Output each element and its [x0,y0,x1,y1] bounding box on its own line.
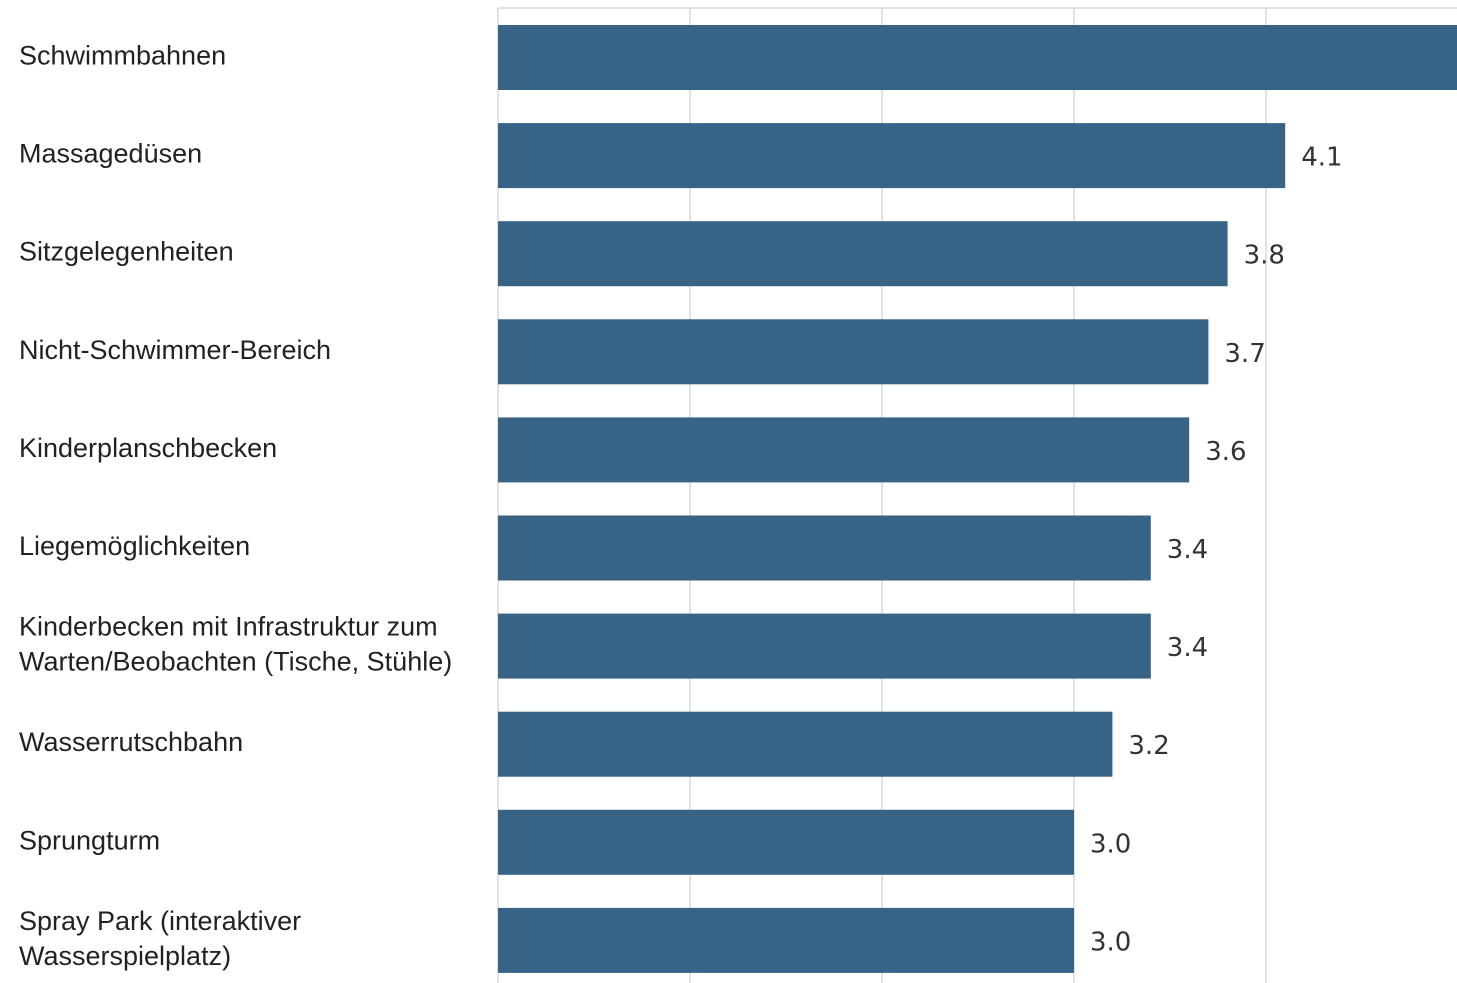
bar-4 [498,319,1209,385]
bar-3 [498,221,1228,287]
category-label-8: Wasserrutschbahn [19,727,243,757]
value-label-10: 3.0 [1090,927,1131,957]
bar-2 [498,123,1286,189]
category-label-3: Sitzgelegenheiten [19,237,234,267]
category-label-7-line-1: Kinderbecken mit Infrastruktur zum [19,612,438,642]
value-labels: 5.34.13.83.73.63.43.43.23.03.0 [1090,143,1343,958]
bar-7 [498,613,1151,679]
bar-8 [498,711,1113,777]
bar-5 [498,417,1190,483]
category-label-6: Liegemöglichkeiten [19,531,250,561]
value-label-4: 3.7 [1224,339,1265,369]
value-label-5: 3.6 [1205,437,1246,467]
bars [498,25,1457,973]
category-label-9: Sprungturm [19,825,160,855]
bar-6 [498,515,1151,581]
category-label-1: Schwimmbahnen [19,41,226,71]
value-label-8: 3.2 [1128,731,1169,761]
category-label-5: Kinderplanschbecken [19,433,277,463]
category-label-2: Massagedüsen [19,139,202,169]
bar-9 [498,809,1074,875]
category-label-4: Nicht-Schwimmer-Bereich [19,335,331,365]
value-label-6: 3.4 [1167,535,1208,565]
category-label-7-line-2: Warten/Beobachten (Tische, Stühle) [19,647,452,677]
category-label-10-line-1: Spray Park (interaktiver [19,906,301,936]
category-label-10-line-2: Wasserspielplatz) [19,941,231,971]
value-label-2: 4.1 [1301,143,1342,173]
value-label-7: 3.4 [1167,633,1208,663]
bar-1 [498,25,1457,90]
value-label-9: 3.0 [1090,829,1131,859]
category-labels: Schwimmbahnen Massagedüsen Sitzgelegenheit… [19,41,452,971]
bar-10 [498,907,1074,973]
value-label-3: 3.8 [1244,241,1285,271]
